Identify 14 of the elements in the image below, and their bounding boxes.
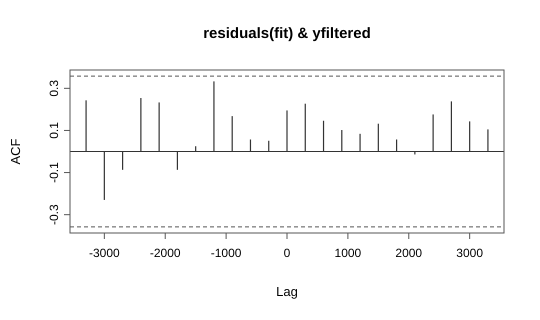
y-tick-label: 0.3 xyxy=(47,80,61,97)
x-tick-label: 2000 xyxy=(395,246,422,260)
chart-title: residuals(fit) & yfiltered xyxy=(203,25,371,42)
y-tick-label: -0.3 xyxy=(47,204,61,226)
x-tick-label: -2000 xyxy=(150,246,181,260)
y-axis-title: ACF xyxy=(8,138,23,164)
x-axis-title: Lag xyxy=(276,284,298,299)
x-tick-label: 0 xyxy=(284,246,291,260)
y-tick-label: 0.1 xyxy=(47,122,61,139)
y-tick-label: -0.1 xyxy=(47,162,61,183)
x-tick-label: 1000 xyxy=(334,246,362,260)
x-tick-label: -1000 xyxy=(210,246,242,260)
x-tick-label: 3000 xyxy=(456,246,484,260)
x-tick-label: -3000 xyxy=(88,246,120,260)
